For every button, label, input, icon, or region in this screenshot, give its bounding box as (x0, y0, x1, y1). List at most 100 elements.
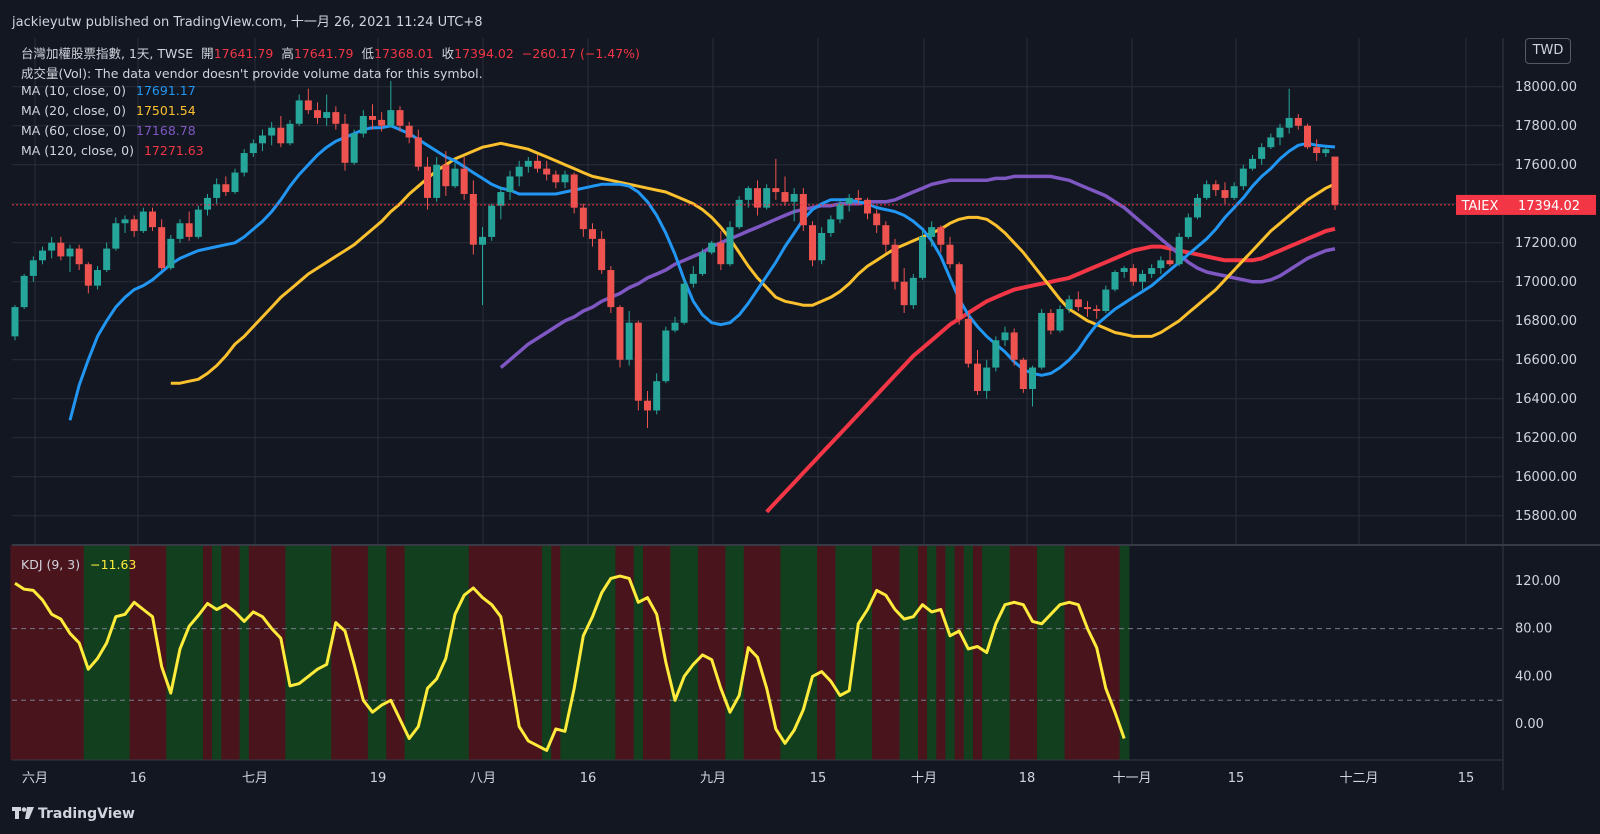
kdj-zone (872, 545, 882, 760)
ma20-legend[interactable]: MA (20, close, 0) 17501.54 (21, 103, 200, 118)
candle (121, 215, 129, 233)
candle-body (378, 119, 386, 126)
kdj-zone (514, 545, 525, 760)
high-label: 高 (281, 46, 294, 61)
kdj-zone (138, 545, 149, 760)
candle (57, 236, 65, 261)
candle-body (204, 197, 211, 210)
time-tick-label: 十一月 (1112, 771, 1151, 786)
kdj-zone (1064, 545, 1075, 760)
candle-body (194, 209, 202, 237)
candle-body (1212, 184, 1220, 191)
kdj-zone (129, 545, 140, 760)
candle (1093, 305, 1101, 319)
candle-body (726, 227, 734, 265)
ma120-legend[interactable]: MA (120, close, 0) 17271.63 (21, 143, 208, 158)
candle (488, 203, 496, 241)
kdj-zone (817, 545, 827, 760)
kdj-zone (1046, 545, 1057, 760)
kdj-zone (505, 545, 516, 760)
candle (405, 121, 413, 144)
candle-body (1129, 268, 1137, 282)
kdj-zone (248, 545, 259, 760)
candle (1157, 256, 1165, 274)
price-tick-label: 16800.00 (1515, 314, 1577, 329)
candle-body (488, 205, 496, 237)
kdj-zone (844, 545, 855, 760)
tradingview-logo[interactable]: TradingView (12, 806, 135, 822)
kdj-zone (349, 545, 360, 760)
kdj-legend[interactable]: KDJ (9, 3) −11.63 (21, 557, 140, 572)
candle (48, 236, 56, 259)
candles (11, 80, 1339, 428)
candle (983, 359, 991, 399)
candle (561, 170, 569, 189)
candle-body (139, 211, 147, 232)
candle-body (185, 223, 193, 237)
kdj-zone (862, 545, 873, 760)
candle (689, 266, 697, 288)
candle-body (341, 123, 349, 163)
candle (864, 197, 871, 220)
candle-body (442, 164, 450, 187)
candle (974, 350, 981, 395)
candle-body (689, 273, 697, 284)
candle-body (350, 133, 358, 163)
candle-body (396, 110, 404, 126)
kdj-zone (56, 545, 67, 760)
currency-button[interactable]: TWD (1525, 38, 1571, 64)
candle-body (112, 223, 120, 249)
candle-body (552, 174, 560, 183)
candle (1294, 114, 1302, 130)
candle-body (323, 112, 331, 118)
candle (552, 170, 560, 189)
symbol-name[interactable]: 台灣加權股票指數, 1天, TWSE (21, 46, 194, 61)
kdj-zone (972, 545, 983, 760)
kdj-zone (899, 545, 910, 760)
candle-body (1120, 268, 1128, 272)
kdj-zone (890, 545, 901, 760)
candle-body (497, 192, 505, 206)
candle (1120, 266, 1128, 278)
candle-body (662, 330, 670, 382)
candle-body (781, 192, 789, 202)
candle (506, 170, 514, 200)
kdj-zone (1110, 545, 1121, 760)
kdj-zone (652, 545, 662, 760)
candle-body (653, 381, 661, 411)
kdj-zone (166, 545, 177, 760)
candle-body (735, 199, 743, 228)
candle (359, 110, 367, 138)
candle (167, 234, 175, 271)
candle (1010, 328, 1018, 366)
candle-body (1111, 272, 1119, 290)
kdj-zone (487, 545, 497, 760)
price-tick-label: 17200.00 (1515, 236, 1577, 251)
kdj-zone (551, 545, 562, 760)
candle-body (919, 236, 926, 278)
candle (1313, 139, 1321, 161)
kdj-zone (1073, 545, 1084, 760)
candle (286, 119, 294, 146)
kdj-tick-label: 120.00 (1515, 574, 1561, 589)
candle-body (479, 236, 486, 245)
candle (543, 160, 551, 181)
kdj-zone (688, 545, 699, 760)
candle (1019, 357, 1027, 393)
time-tick-label: 15 (1228, 771, 1245, 786)
candle-body (589, 229, 596, 239)
candle (259, 129, 266, 152)
candle (845, 194, 853, 212)
kdj-zone (102, 545, 112, 760)
kdj-zone (450, 545, 461, 760)
ma10-legend[interactable]: MA (10, close, 0) 17691.17 (21, 83, 200, 98)
ma60-legend[interactable]: MA (60, close, 0) 17168.78 (21, 123, 200, 138)
candle-body (891, 244, 899, 282)
kdj-zone (707, 545, 717, 760)
candle (1184, 213, 1192, 239)
candle-body (1102, 289, 1110, 311)
candle-body (1313, 147, 1321, 154)
candle-body (579, 207, 587, 230)
kdj-zone (157, 545, 167, 760)
